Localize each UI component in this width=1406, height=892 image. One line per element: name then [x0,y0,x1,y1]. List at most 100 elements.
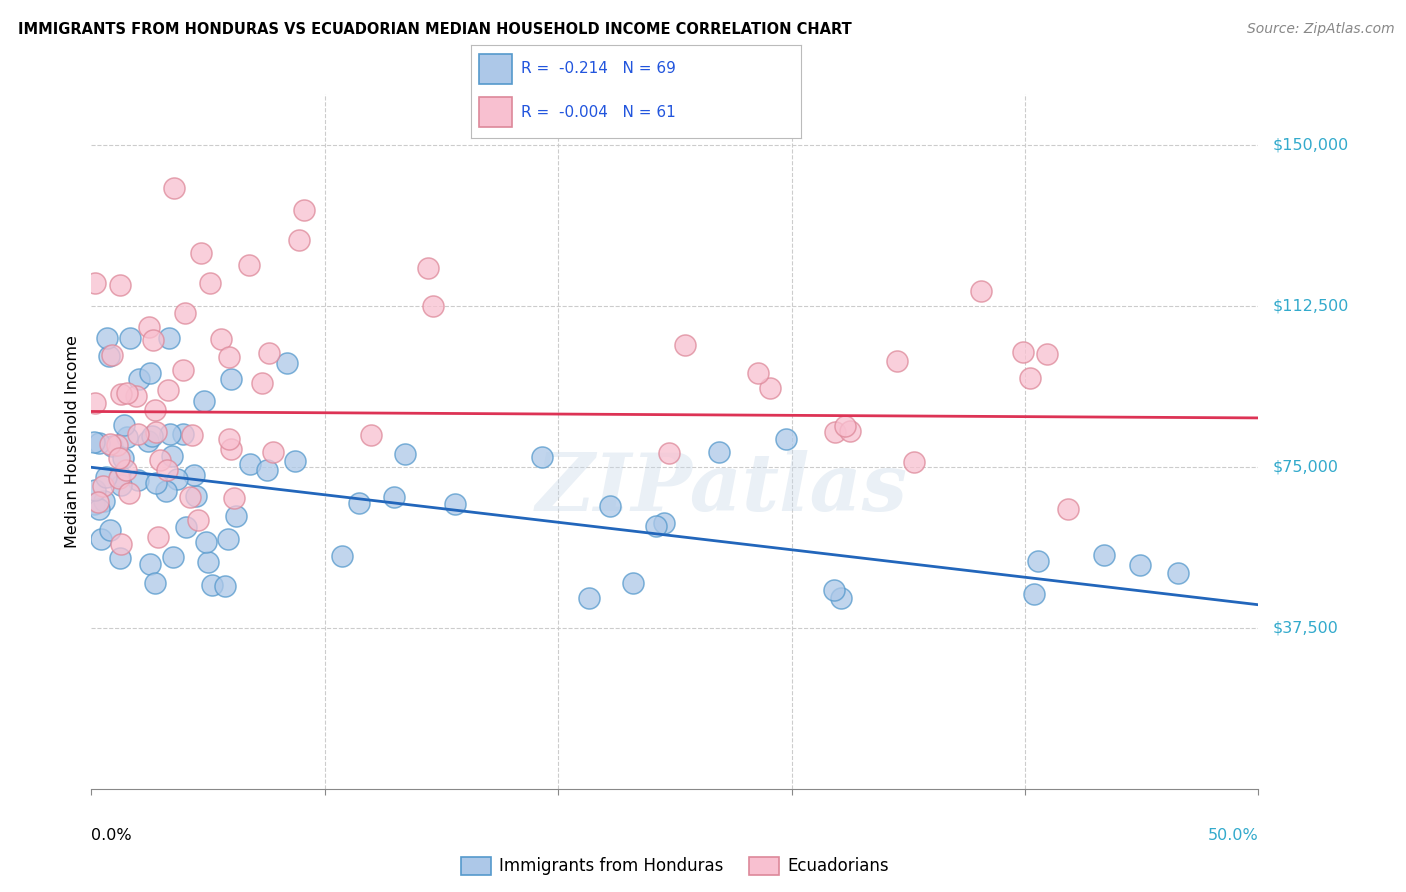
Y-axis label: Median Household Income: Median Household Income [65,335,80,548]
Point [1036,347,1059,361]
Point [149,453,172,467]
Point [112,417,135,432]
Bar [479,54,512,84]
Point [83,435,105,450]
Point [94,469,117,483]
Point [394,447,416,461]
Point [758,381,780,395]
Point [209,332,232,346]
Point [830,591,852,605]
Text: $37,500: $37,500 [1272,621,1339,636]
Point [416,260,439,275]
Point [1057,502,1080,516]
Point [180,428,202,442]
Point [1012,345,1035,359]
Point [115,430,138,444]
Point [645,519,668,533]
Point [276,356,298,370]
Point [142,333,165,347]
Point [239,457,262,471]
Point [256,462,278,476]
Point [118,486,141,500]
Point [360,428,382,442]
Point [347,496,370,510]
Point [111,450,134,465]
Point [225,508,247,523]
Point [652,516,675,531]
Point [1094,548,1116,562]
Point [96,331,118,345]
Point [98,350,121,364]
Point [125,389,148,403]
Point [118,331,141,345]
Point [422,299,444,313]
Point [87,495,110,509]
Point [108,471,131,485]
Point [257,346,280,360]
Point [145,425,167,439]
Point [330,549,353,564]
Point [143,575,166,590]
Point [115,463,138,477]
Point [1026,554,1049,568]
Point [145,476,167,491]
Point [83,498,105,512]
Point [238,259,260,273]
Point [197,555,219,569]
Point [824,582,846,597]
Point [292,202,315,217]
Point [599,500,621,514]
Point [839,424,862,438]
Point [156,463,179,477]
Point [903,455,925,469]
Point [115,386,138,401]
Point [155,483,177,498]
Point [139,366,162,380]
Point [84,483,107,497]
Point [141,429,163,443]
Text: IMMIGRANTS FROM HONDURAS VS ECUADORIAN MEDIAN HOUSEHOLD INCOME CORRELATION CHART: IMMIGRANTS FROM HONDURAS VS ECUADORIAN M… [18,22,852,37]
Point [217,532,239,546]
Text: R =  -0.004   N = 61: R = -0.004 N = 61 [520,104,675,120]
Point [578,591,600,605]
Point [183,468,205,483]
Point [108,451,131,466]
Point [195,535,218,549]
Point [166,472,188,486]
Point [179,490,201,504]
Point [184,489,207,503]
Point [214,578,236,592]
Point [187,513,209,527]
Point [136,434,159,449]
Point [100,348,122,362]
Point [163,181,186,195]
Point [110,387,132,401]
Point [160,449,183,463]
Text: 0.0%: 0.0% [91,829,132,843]
Point [970,285,993,299]
Point [128,372,150,386]
Point [621,576,644,591]
Text: ZIPatlas: ZIPatlas [536,450,908,527]
Point [1019,371,1042,385]
Point [284,454,307,468]
Point [707,445,730,459]
Legend: Immigrants from Honduras, Ecuadorians: Immigrants from Honduras, Ecuadorians [454,850,896,882]
Point [98,523,121,537]
Text: 50.0%: 50.0% [1208,829,1258,843]
Point [250,376,273,390]
Point [139,557,162,571]
Point [110,537,132,551]
Point [110,478,132,492]
Point [146,530,169,544]
Point [190,245,212,260]
Point [287,233,309,247]
Point [174,520,197,534]
Point [262,445,284,459]
Point [886,353,908,368]
Point [658,445,681,459]
Point [834,418,856,433]
Point [198,277,221,291]
Point [143,402,166,417]
Point [127,473,149,487]
